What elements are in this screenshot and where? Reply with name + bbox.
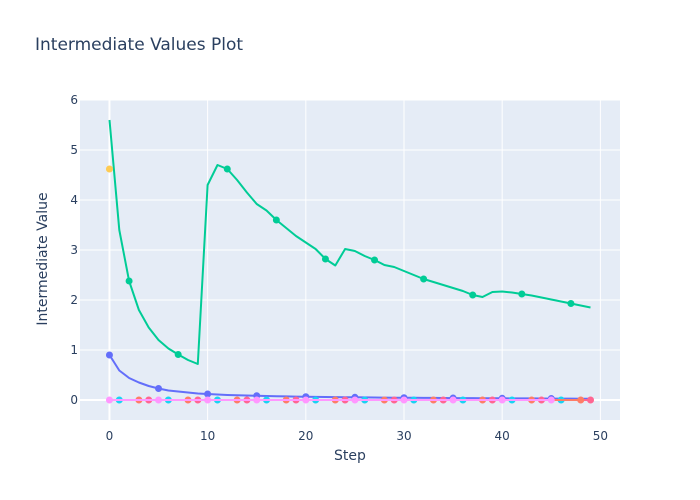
data-point <box>371 256 379 264</box>
chart-title: Intermediate Values Plot <box>35 35 243 55</box>
x-tick-label: 0 <box>106 429 114 443</box>
data-point <box>204 396 212 404</box>
series-layer <box>105 119 595 404</box>
y-tick-label: 0 <box>70 393 78 407</box>
data-point <box>155 396 163 404</box>
x-tick-label: 30 <box>396 429 411 443</box>
data-point <box>105 396 113 404</box>
data-point <box>469 291 477 299</box>
y-tick-labels: 0 1 2 3 4 5 6 <box>70 93 78 407</box>
y-axis-title: Intermediate Value <box>35 192 51 325</box>
series-1 <box>108 119 591 365</box>
data-point <box>155 385 163 392</box>
data-point <box>321 255 329 263</box>
x-tick-label: 10 <box>200 429 215 443</box>
data-point <box>351 396 359 404</box>
data-point <box>498 396 506 404</box>
data-point <box>125 277 133 285</box>
x-axis-title: Step <box>334 448 366 464</box>
data-point <box>253 396 261 404</box>
data-point <box>174 351 182 358</box>
data-point <box>223 165 231 173</box>
data-point <box>449 396 457 404</box>
x-tick-labels: 0 10 20 30 40 50 <box>106 429 608 443</box>
series-7 <box>105 396 555 404</box>
y-tick-label: 4 <box>70 193 78 207</box>
x-tick-label: 40 <box>495 429 510 443</box>
data-point <box>518 290 526 298</box>
plot-area <box>80 100 620 420</box>
data-point <box>587 396 595 404</box>
data-point <box>302 396 310 404</box>
y-tick-label: 2 <box>70 293 78 307</box>
data-point <box>105 165 113 173</box>
series-line <box>108 119 591 365</box>
data-point <box>420 275 428 283</box>
data-point <box>272 216 280 224</box>
data-point <box>400 396 408 404</box>
y-tick-label: 1 <box>70 343 78 357</box>
series-8 <box>105 165 113 173</box>
y-tick-label: 6 <box>70 93 78 107</box>
x-tick-label: 50 <box>593 429 608 443</box>
data-point <box>105 351 113 359</box>
data-point <box>547 396 555 404</box>
y-tick-label: 3 <box>70 243 78 257</box>
x-tick-label: 20 <box>298 429 313 443</box>
data-point <box>567 300 575 307</box>
y-tick-label: 5 <box>70 143 78 157</box>
data-point <box>577 396 585 404</box>
data-point <box>204 390 212 398</box>
